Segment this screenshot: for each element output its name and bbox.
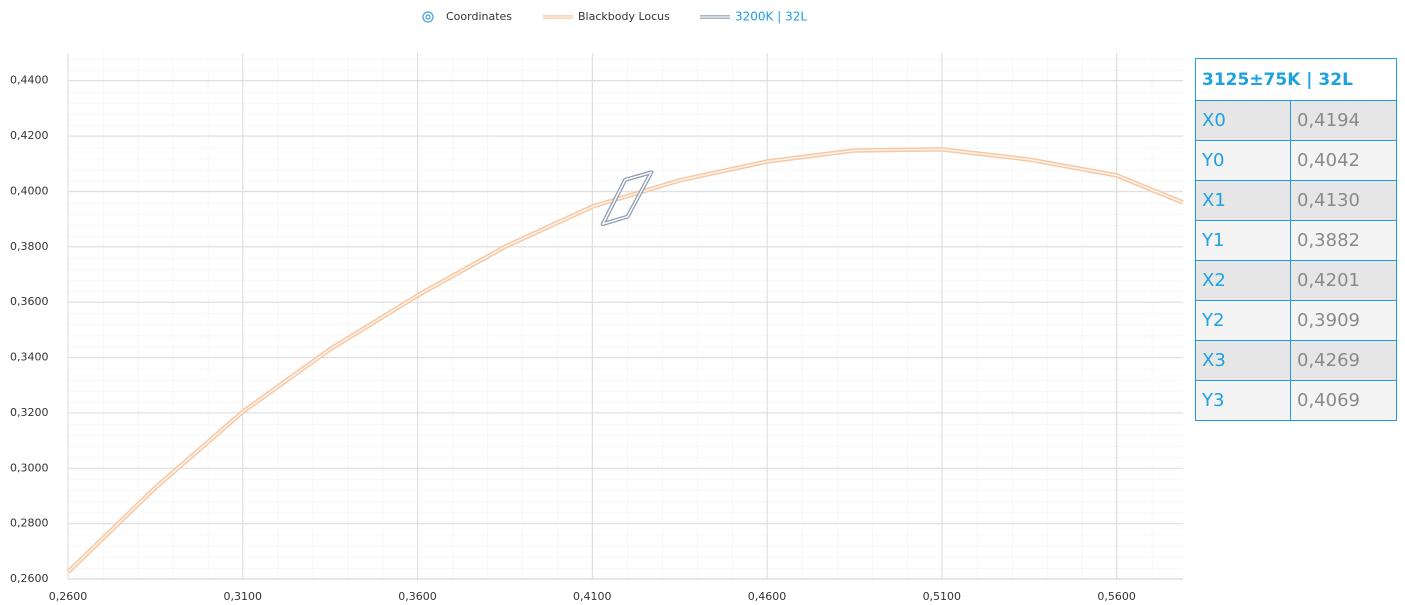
minor-grid xyxy=(68,53,1183,579)
chart: Coordinates Blackbody Locus 3200K | 32L 0,… xyxy=(10,10,1184,603)
row-label: X0 xyxy=(1195,100,1291,141)
row-label: X2 xyxy=(1195,260,1291,301)
row-label: X3 xyxy=(1195,340,1291,381)
y-tick-label: 0,4000 xyxy=(10,184,49,197)
table-row: Y3 0,4069 xyxy=(1195,380,1397,421)
x-tick-label: 0,4600 xyxy=(748,590,787,603)
y-tick-label: 0,2800 xyxy=(10,517,49,530)
y-tick-label: 0,4200 xyxy=(10,129,49,142)
row-label: Y3 xyxy=(1195,380,1291,421)
row-value: 0,4042 xyxy=(1290,140,1397,181)
row-label: Y0 xyxy=(1195,140,1291,181)
table-row: Y0 0,4042 xyxy=(1195,140,1397,181)
y-tick-label: 0,3800 xyxy=(10,240,49,253)
series-line-inner xyxy=(67,148,1184,573)
y-tick-label: 0,3400 xyxy=(10,351,49,364)
x-tick-label: 0,4100 xyxy=(573,590,612,603)
x-tick-label: 0,3600 xyxy=(398,590,437,603)
legend: Coordinates Blackbody Locus 3200K | 32L xyxy=(422,10,807,24)
row-value: 0,4130 xyxy=(1290,180,1397,221)
series-line-inner xyxy=(602,171,653,225)
table-row: Y2 0,3909 xyxy=(1195,300,1397,341)
y-tick-label: 0,2600 xyxy=(10,572,49,585)
x-tick-label: 0,3100 xyxy=(224,590,263,603)
x-tick-label: 0,2600 xyxy=(49,590,88,603)
row-value: 0,4194 xyxy=(1290,100,1397,141)
y-tick-label: 0,4400 xyxy=(10,74,49,87)
row-value: 0,4201 xyxy=(1290,260,1397,301)
table-row: X2 0,4201 xyxy=(1195,260,1397,301)
row-label: Y1 xyxy=(1195,220,1291,261)
x-tick-label: 0,5600 xyxy=(1097,590,1136,603)
row-label: Y2 xyxy=(1195,300,1291,341)
row-value: 0,4269 xyxy=(1290,340,1397,381)
y-tick-label: 0,3600 xyxy=(10,295,49,308)
table-header-row: 3125±75K | 32L xyxy=(1195,58,1397,101)
legend-marker-inner xyxy=(425,14,431,20)
y-tick-label: 0,3200 xyxy=(10,406,49,419)
x-tick-label: 0,5100 xyxy=(923,590,962,603)
y-tick-label: 0,3000 xyxy=(10,461,49,474)
legend-label: Coordinates xyxy=(446,10,512,23)
data-table: 3125±75K | 32L X0 0,4194 Y0 0,4042 X1 0,4130 Y1… xyxy=(1195,58,1397,421)
table-row: X3 0,4269 xyxy=(1195,340,1397,381)
table-row: X0 0,4194 xyxy=(1195,100,1397,141)
row-value: 0,3882 xyxy=(1290,220,1397,261)
legend-label: 3200K | 32L xyxy=(735,10,807,24)
legend-label: Blackbody Locus xyxy=(578,10,670,23)
row-value: 0,3909 xyxy=(1290,300,1397,341)
table-title: 3125±75K | 32L xyxy=(1195,58,1397,101)
legend-marker xyxy=(422,11,434,23)
row-value: 0,4069 xyxy=(1290,380,1397,421)
table-row: X1 0,4130 xyxy=(1195,180,1397,221)
row-label: X1 xyxy=(1195,180,1291,221)
table-row: Y1 0,3882 xyxy=(1195,220,1397,261)
